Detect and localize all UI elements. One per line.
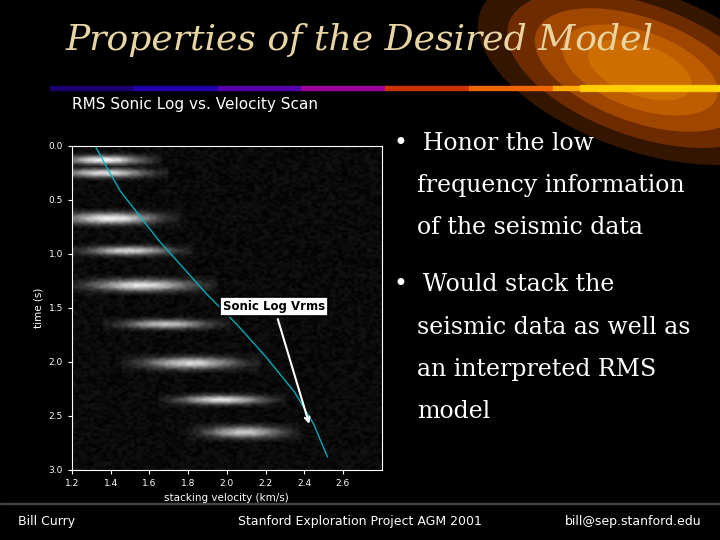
Bar bbox=[385, 86, 469, 90]
Bar bbox=[469, 86, 554, 90]
Text: Bill Curry: Bill Curry bbox=[18, 516, 75, 529]
Text: Stanford Exploration Project AGM 2001: Stanford Exploration Project AGM 2001 bbox=[238, 516, 482, 529]
Ellipse shape bbox=[562, 24, 718, 116]
Text: Sonic Log Vrms: Sonic Log Vrms bbox=[223, 300, 325, 422]
Bar bbox=[134, 86, 218, 90]
Text: Properties of the Desired Model: Properties of the Desired Model bbox=[66, 23, 654, 57]
Text: bill@sep.stanford.edu: bill@sep.stanford.edu bbox=[565, 516, 702, 529]
Text: seismic data as well as: seismic data as well as bbox=[418, 315, 691, 339]
Text: model: model bbox=[418, 400, 491, 423]
Bar bbox=[217, 86, 302, 90]
Bar bbox=[580, 85, 720, 91]
Bar bbox=[0, 503, 720, 504]
Bar bbox=[636, 86, 720, 90]
Ellipse shape bbox=[478, 0, 720, 165]
Ellipse shape bbox=[588, 39, 692, 100]
Ellipse shape bbox=[535, 8, 720, 132]
Bar bbox=[301, 86, 386, 90]
Text: an interpreted RMS: an interpreted RMS bbox=[418, 358, 657, 381]
Text: •  Would stack the: • Would stack the bbox=[395, 273, 615, 296]
Text: of the seismic data: of the seismic data bbox=[418, 217, 644, 239]
Bar bbox=[552, 86, 637, 90]
Text: RMS Sonic Log vs. Velocity Scan: RMS Sonic Log vs. Velocity Scan bbox=[72, 98, 318, 112]
Y-axis label: time (s): time (s) bbox=[33, 288, 43, 328]
Text: •  Honor the low: • Honor the low bbox=[395, 132, 594, 155]
Ellipse shape bbox=[507, 0, 720, 148]
Text: frequency information: frequency information bbox=[418, 174, 685, 197]
Bar bbox=[50, 86, 135, 90]
X-axis label: stacking velocity (km/s): stacking velocity (km/s) bbox=[164, 494, 289, 503]
